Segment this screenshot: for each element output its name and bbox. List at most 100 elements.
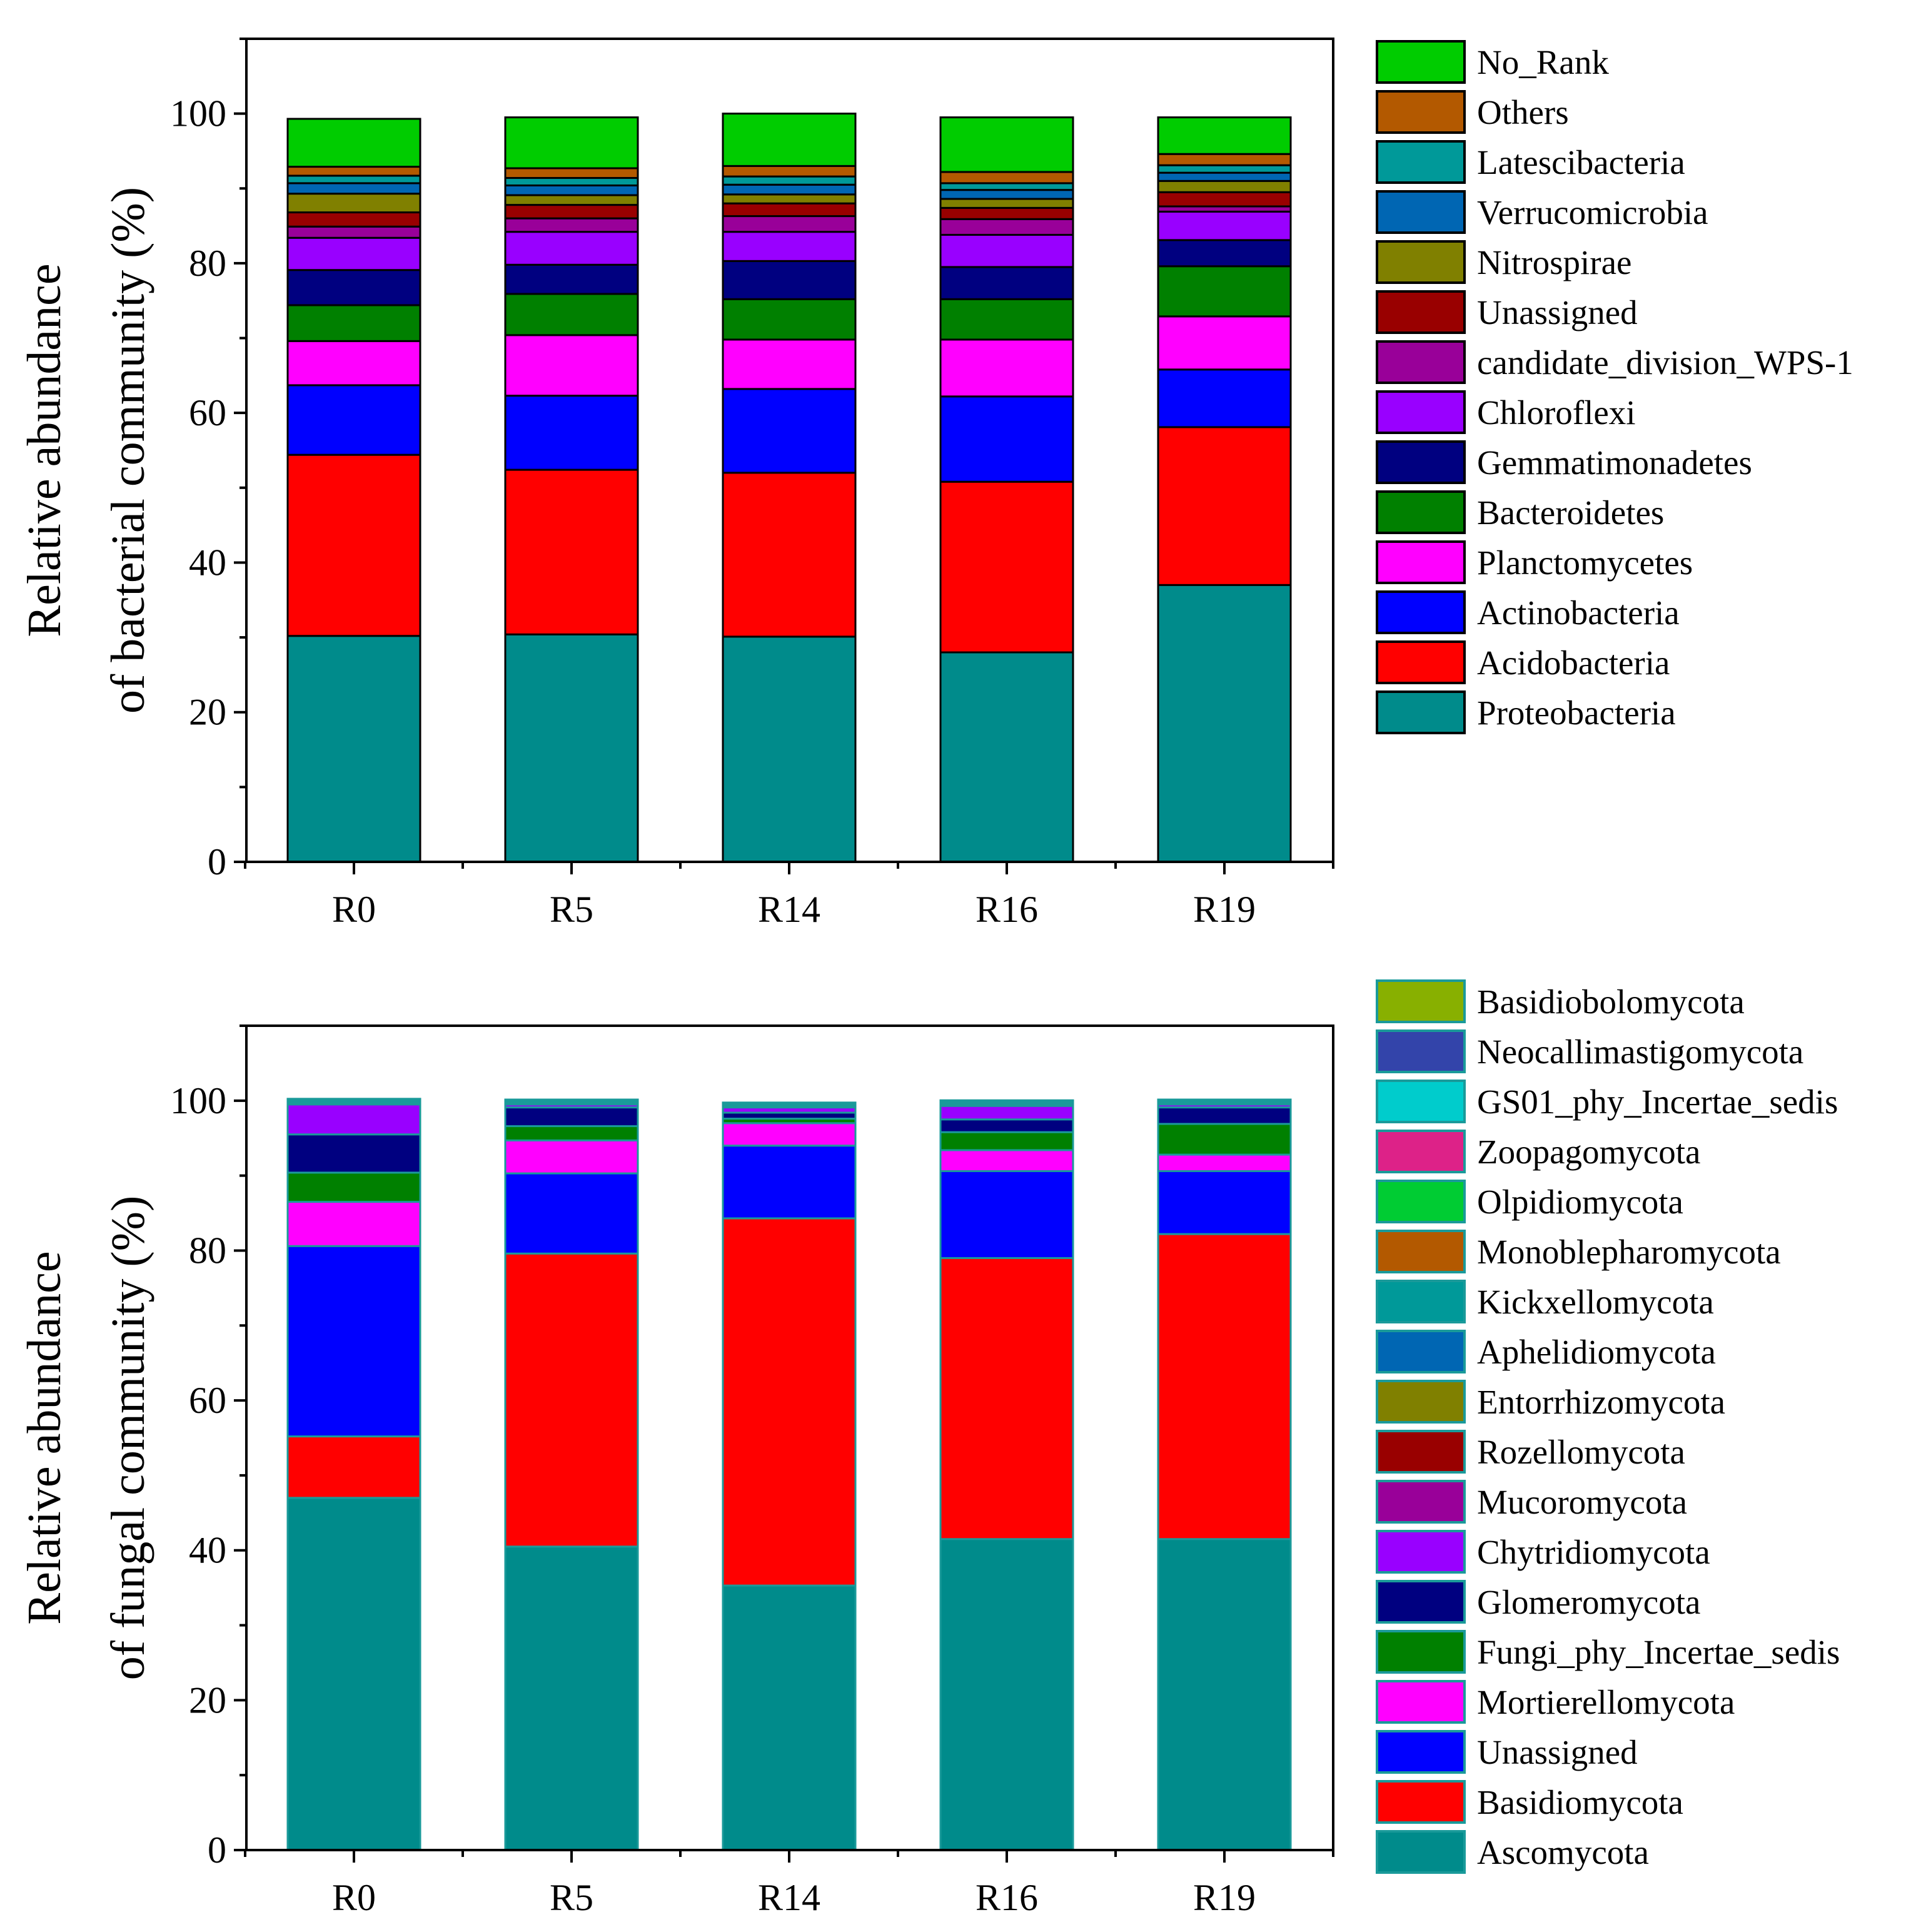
y-tick-label: 20 bbox=[189, 1679, 226, 1721]
bar-segment-r0-unassigned bbox=[286, 1245, 421, 1438]
bar-segment-r16-bacteroidetes bbox=[939, 298, 1074, 341]
bar-segment-r16-no-rank bbox=[939, 116, 1074, 173]
bar-segment-r16-verrucomicrobia bbox=[939, 189, 1074, 200]
legend-label-rozellomycota: Rozellomycota bbox=[1477, 1433, 1685, 1471]
bar-segment-r14-chloroflexi bbox=[722, 231, 857, 262]
legend-label-monoblepharomycota: Monoblepharomycota bbox=[1477, 1233, 1781, 1271]
legend-swatch-no-rank bbox=[1376, 40, 1466, 84]
bar-segment-r0-verrucomicrobia bbox=[286, 182, 421, 195]
bar-segment-r16-unassigned bbox=[939, 206, 1074, 220]
bar-segment-r5-mortierellomycota bbox=[504, 1139, 639, 1175]
bar-segment-r0-candidate-division-wps-1 bbox=[286, 225, 421, 239]
bar-segment-r5-no-rank bbox=[504, 116, 639, 169]
legend-swatch-actinobacteria bbox=[1376, 590, 1466, 634]
bar-segment-r16-chloroflexi bbox=[939, 233, 1074, 268]
bar-segment-r14-verrucomicrobia bbox=[722, 183, 857, 196]
bar-segment-r0-glomeromycota bbox=[286, 1133, 421, 1174]
bar-segment-r14-candidate-division-wps-1 bbox=[722, 215, 857, 233]
legend-swatch-zoopagomycota bbox=[1376, 1130, 1466, 1173]
bar-segment-r19-unassigned bbox=[1157, 191, 1292, 208]
bar-segment-r5-chloroflexi bbox=[504, 231, 639, 266]
legend: No_Rank Others Latescibacteria Verrucomicro… bbox=[1376, 40, 1853, 734]
legend-swatch-aphelidiomycota bbox=[1376, 1330, 1466, 1373]
x-tick-label-r5: R5 bbox=[550, 889, 593, 930]
bar-segment-r5-gemmatimonadetes bbox=[504, 263, 639, 295]
legend-swatch-fungi-phy-incertae-sedis bbox=[1376, 1630, 1466, 1674]
bar-segment-r5-candidate-division-wps-1 bbox=[504, 217, 639, 233]
legend-swatch-nitrospirae bbox=[1376, 240, 1466, 284]
legend-label-unassigned: Unassigned bbox=[1477, 293, 1638, 331]
x-tick-label-r0: R0 bbox=[332, 1877, 376, 1918]
legend-label-mortierellomycota: Mortierellomycota bbox=[1477, 1683, 1735, 1721]
legend-label-candidate-division-wps-1: candidate_division_WPS-1 bbox=[1477, 343, 1853, 382]
y-axis: 0 20 40 60 80 100 bbox=[170, 38, 246, 883]
bar-segment-r0-ascomycota bbox=[286, 1497, 421, 1851]
bar-segment-r14-proteobacteria bbox=[722, 635, 857, 863]
bar-segment-r16-glomeromycota bbox=[939, 1118, 1074, 1133]
bar-segment-r5-basidiomycota bbox=[504, 1252, 639, 1548]
legend-label-kickxellomycota: Kickxellomycota bbox=[1477, 1283, 1714, 1321]
x-tick-label-r19: R19 bbox=[1193, 889, 1256, 930]
bar-segment-r19-nitrospirae bbox=[1157, 180, 1292, 193]
bar-segment-r16-others bbox=[939, 171, 1074, 185]
legend-swatch-latescibacteria bbox=[1376, 140, 1466, 184]
bar-segment-r14-acidobacteria bbox=[722, 472, 857, 638]
y-tick-label: 0 bbox=[208, 841, 226, 883]
y-axis-title-line-1: Relative abundance bbox=[18, 263, 71, 637]
bar-segment-r5-proteobacteria bbox=[504, 633, 639, 863]
legend-swatch-proteobacteria bbox=[1376, 690, 1466, 734]
legend-label-ascomycota: Ascomycota bbox=[1477, 1833, 1649, 1871]
bar-segment-r5-acidobacteria bbox=[504, 468, 639, 635]
legend-label-latescibacteria: Latescibacteria bbox=[1477, 143, 1685, 181]
bar-segment-r19-latescibacteria bbox=[1157, 164, 1292, 174]
bar-segment-r19-ascomycota bbox=[1157, 1538, 1292, 1851]
legend-swatch-glomeromycota bbox=[1376, 1580, 1466, 1624]
legend-label-fungi-phy-incertae-sedis: Fungi_phy_Incertae_sedis bbox=[1477, 1633, 1840, 1671]
legend-label-gs01-phy-incertae-sedis: GS01_phy_Incertae_sedis bbox=[1477, 1083, 1838, 1121]
bar-segment-r14-basidiomycota bbox=[722, 1217, 857, 1587]
bar-segment-r14-bacteroidetes bbox=[722, 298, 857, 341]
bar-segment-r0-unassigned bbox=[286, 211, 421, 228]
legend-swatch-unassigned bbox=[1376, 1730, 1466, 1774]
bar-segment-r0-no-rank bbox=[286, 118, 421, 168]
bar-segment-r5-actinobacteria bbox=[504, 395, 639, 471]
legend-label-bacteroidetes: Bacteroidetes bbox=[1477, 493, 1664, 532]
legend-label-acidobacteria: Acidobacteria bbox=[1477, 644, 1670, 682]
bar-segment-r19-proteobacteria bbox=[1157, 584, 1292, 863]
bar-segment-r0-chloroflexi bbox=[286, 236, 421, 271]
y-axis: 0 20 40 60 80 100 bbox=[170, 1024, 246, 1871]
bar-segment-r0-chytridiomycota bbox=[286, 1103, 421, 1136]
legend-label-glomeromycota: Glomeromycota bbox=[1477, 1583, 1700, 1621]
y-axis-title-line-2: of bacterial community (%) bbox=[102, 187, 154, 714]
legend-swatch-kickxellomycota bbox=[1376, 1280, 1466, 1323]
y-tick-label: 80 bbox=[189, 243, 226, 284]
legend-swatch-mortierellomycota bbox=[1376, 1680, 1466, 1724]
x-tick-label-r16: R16 bbox=[976, 889, 1038, 930]
bar-segment-r5-unassigned bbox=[504, 204, 639, 220]
legend-swatch-unassigned bbox=[1376, 290, 1466, 334]
bar-segment-r16-actinobacteria bbox=[939, 395, 1074, 483]
legend-label-basidiobolomycota: Basidiobolomycota bbox=[1477, 983, 1745, 1021]
legend-label-unassigned: Unassigned bbox=[1477, 1733, 1638, 1771]
bar-segment-r5-glomeromycota bbox=[504, 1106, 639, 1128]
bar-segment-r14-unassigned bbox=[722, 1145, 857, 1220]
bar-segment-r0-basidiomycota bbox=[286, 1435, 421, 1499]
legend-label-proteobacteria: Proteobacteria bbox=[1477, 694, 1676, 732]
bar-segment-r16-acidobacteria bbox=[939, 480, 1074, 654]
bar-segment-r19-fungi-phy-incertae-sedis bbox=[1157, 1123, 1292, 1156]
legend-swatch-chloroflexi bbox=[1376, 390, 1466, 434]
bar-segment-r0-others bbox=[286, 166, 421, 177]
y-axis-title-line-1: Relative abundance bbox=[18, 1251, 71, 1624]
legend-label-entorrhizomycota: Entorrhizomycota bbox=[1477, 1383, 1725, 1421]
legend-swatch-candidate-division-wps-1 bbox=[1376, 340, 1466, 384]
bar-segment-r14-latescibacteria bbox=[722, 175, 857, 186]
bar-segment-r19-basidiomycota bbox=[1157, 1233, 1292, 1540]
bar-segment-r14-unassigned bbox=[722, 202, 857, 218]
bar-segment-r0-bacteroidetes bbox=[286, 304, 421, 342]
y-tick-label: 100 bbox=[170, 1080, 226, 1121]
legend-swatch-verrucomicrobia bbox=[1376, 190, 1466, 234]
x-tick-label-r19: R19 bbox=[1193, 1877, 1256, 1918]
legend-label-chytridiomycota: Chytridiomycota bbox=[1477, 1533, 1710, 1571]
bar-segment-r19-bacteroidetes bbox=[1157, 265, 1292, 318]
